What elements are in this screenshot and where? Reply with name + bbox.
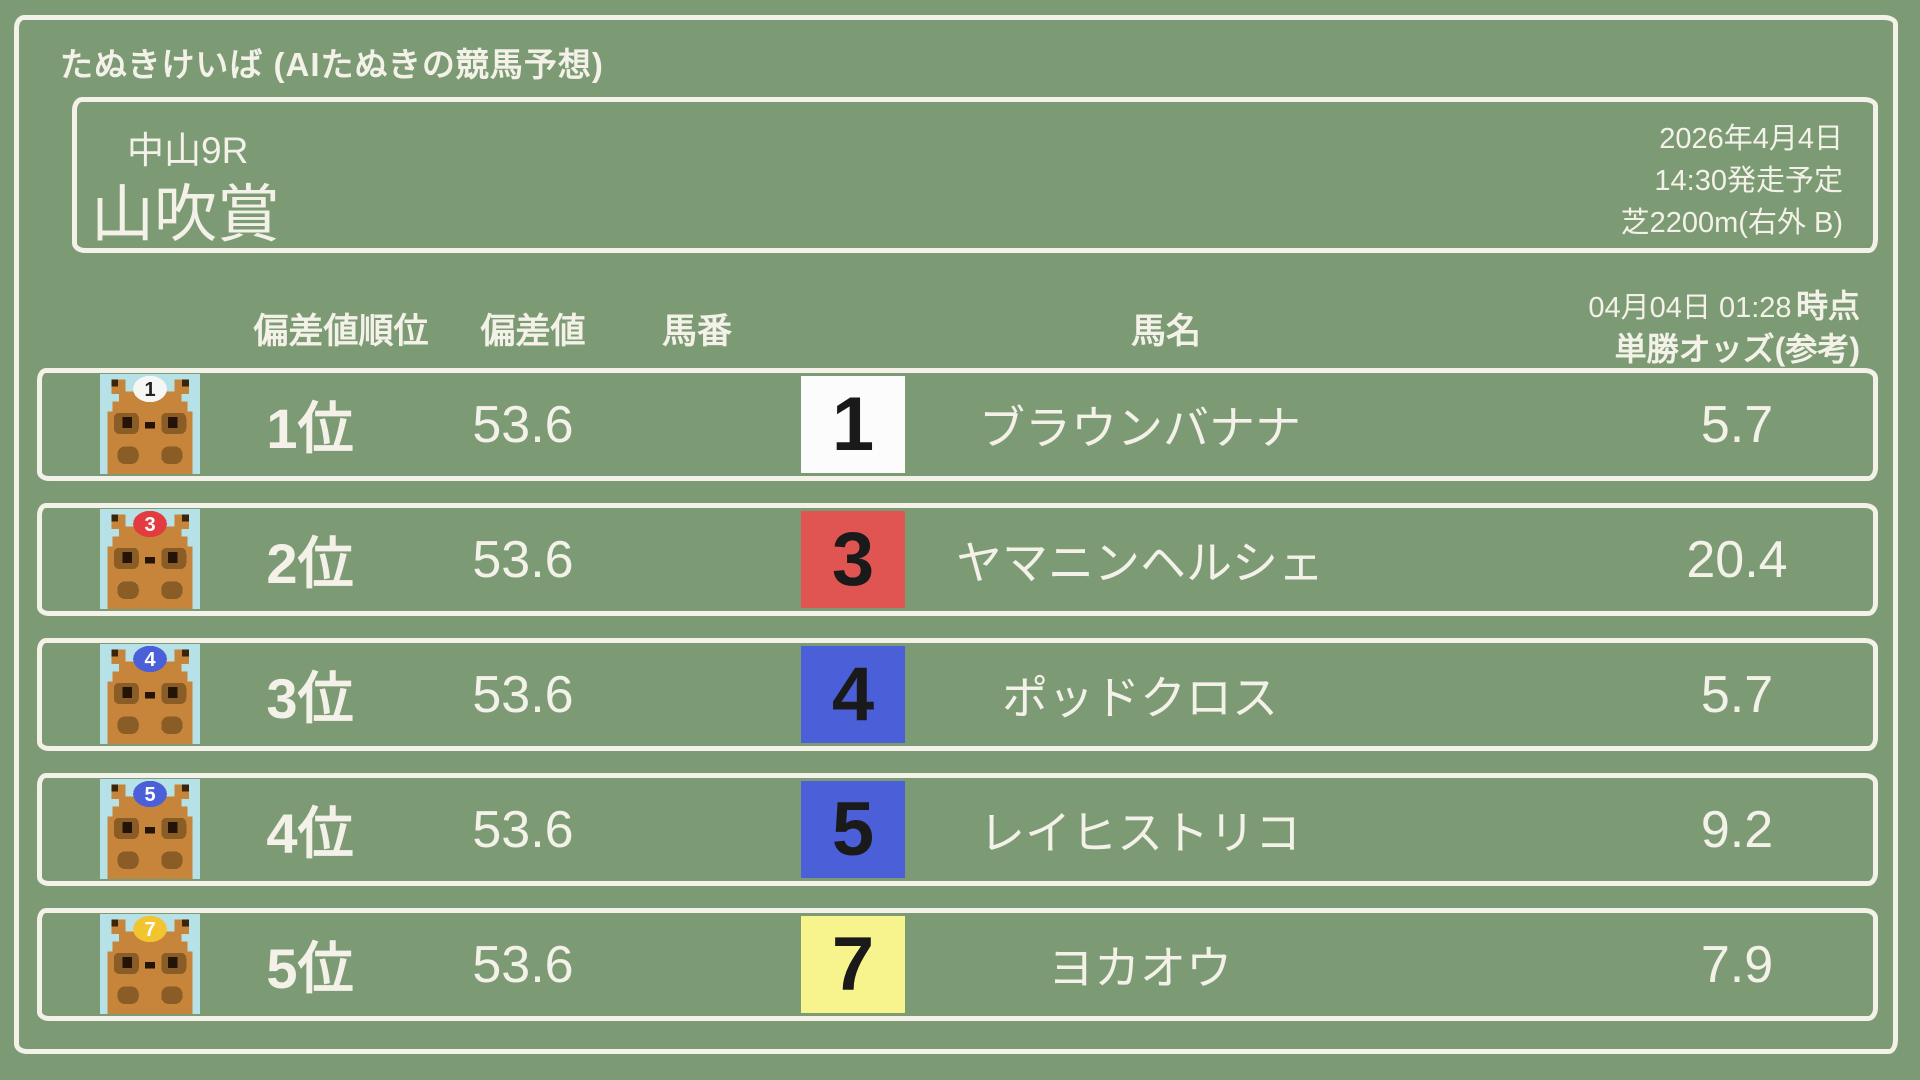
horse-name-cell: ブラウンバナナ	[979, 401, 1301, 454]
tanuki-avatar-icon: 5	[100, 779, 200, 879]
horse-number-badge: 1	[801, 376, 905, 473]
rank-cell: 4位	[266, 802, 354, 865]
header-score: 偏差値	[480, 312, 586, 351]
horse-number-badge: 5	[801, 781, 905, 878]
score-cell: 53.6	[472, 665, 574, 724]
table-row: 5 4位 53.6 5 レイヒストリコ 9.2	[37, 773, 1878, 886]
cap-number: 5	[144, 784, 155, 806]
race-meeting: 中山9R	[127, 130, 249, 171]
cap-number: 1	[144, 379, 155, 401]
horse-number-badge: 7	[801, 916, 905, 1013]
cap-icon	[133, 915, 167, 943]
score-cell: 53.6	[472, 935, 574, 994]
odds-timestamp: 04月04日 01:28	[1588, 292, 1792, 324]
header-odds: 04月04日 01:28 時点 単勝オッズ(参考)	[1588, 288, 1860, 368]
cap-number: 3	[144, 514, 155, 536]
rank-cell: 1位	[266, 397, 354, 460]
odds-cell: 9.2	[1700, 800, 1774, 859]
rank-cell: 3位	[266, 667, 354, 730]
race-start-time: 14:30発走予定	[1654, 165, 1843, 197]
odds-cell: 5.7	[1700, 395, 1774, 454]
horse-name-cell: レイヒストリコ	[979, 806, 1301, 859]
table-row: 7 5位 53.6 7 ヨカオウ 7.9	[37, 908, 1878, 1021]
outer-frame	[14, 15, 1898, 1054]
header-number: 馬番	[661, 312, 732, 351]
score-cell: 53.6	[472, 800, 574, 859]
horse-number-badge: 4	[801, 646, 905, 743]
header-rank: 偏差値順位	[253, 312, 429, 351]
odds-cell: 5.7	[1700, 665, 1774, 724]
table-row: 3 2位 53.6 3 ヤマニンヘルシェ 20.4	[37, 503, 1878, 616]
race-info-card: 中山9R 山吹賞 2026年4月4日 14:30発走予定 芝2200m(右外 B…	[72, 97, 1878, 253]
tanuki-avatar-icon: 7	[100, 914, 200, 1014]
cap-icon	[133, 645, 167, 673]
cap-number: 4	[144, 649, 156, 671]
rank-cell: 5位	[266, 937, 354, 1000]
cap-icon	[133, 375, 167, 403]
cap-number: 7	[144, 919, 155, 941]
race-title: 山吹賞	[91, 180, 280, 250]
horse-name-cell: ポッドクロス	[1002, 671, 1278, 724]
tanuki-avatar-icon: 1	[100, 374, 200, 474]
app-title: たぬきけいば (AIたぬきの競馬予想)	[60, 46, 604, 83]
table-row: 1 1位 53.6 1 ブラウンバナナ 5.7	[37, 368, 1878, 481]
horse-name-cell: ヨカオウ	[1048, 941, 1232, 994]
rank-cell: 2位	[266, 532, 354, 595]
odds-label: 単勝オッズ(参考)	[1614, 331, 1860, 367]
cap-icon	[133, 780, 167, 808]
header-name: 馬名	[1130, 312, 1201, 351]
race-meta: 2026年4月4日 14:30発走予定 芝2200m(右外 B)	[1621, 118, 1843, 244]
score-cell: 53.6	[472, 395, 574, 454]
horse-number-badge: 3	[801, 511, 905, 608]
cap-icon	[133, 510, 167, 538]
score-cell: 53.6	[472, 530, 574, 589]
horse-name-cell: ヤマニンヘルシェ	[956, 536, 1324, 589]
tanuki-avatar-icon: 3	[100, 509, 200, 609]
odds-cell: 7.9	[1700, 935, 1774, 994]
race-date: 2026年4月4日	[1659, 123, 1843, 155]
odds-cell: 20.4	[1686, 530, 1788, 589]
table-row: 4 3位 53.6 4 ポッドクロス 5.7	[37, 638, 1878, 751]
race-course: 芝2200m(右外 B)	[1620, 207, 1843, 239]
odds-timestamp-suffix: 時点	[1795, 288, 1860, 324]
tanuki-avatar-icon: 4	[100, 644, 200, 744]
